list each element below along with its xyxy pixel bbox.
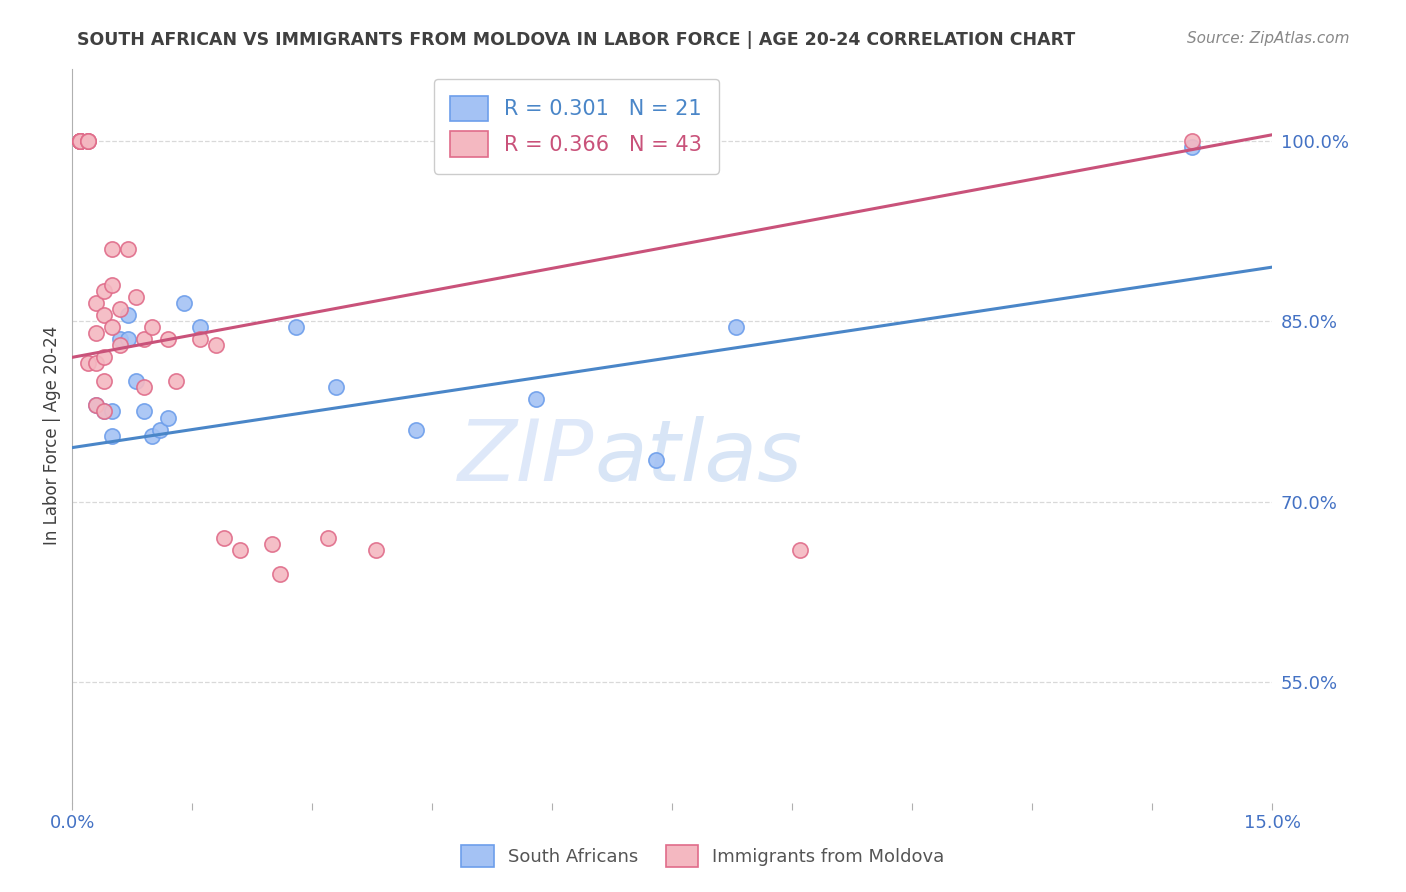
Legend: R = 0.301   N = 21, R = 0.366   N = 43: R = 0.301 N = 21, R = 0.366 N = 43 <box>433 78 718 174</box>
Point <box>165 375 187 389</box>
Point <box>69 134 91 148</box>
Point <box>84 399 107 413</box>
Text: ZIP: ZIP <box>458 416 595 500</box>
Point <box>1181 134 1204 148</box>
Point <box>141 428 163 442</box>
Point <box>134 332 156 346</box>
Point <box>325 380 347 394</box>
Point <box>188 320 211 334</box>
Point <box>93 308 115 322</box>
Point <box>77 356 100 370</box>
Point <box>110 302 132 317</box>
Point <box>205 338 228 352</box>
Point <box>262 537 284 551</box>
Text: Source: ZipAtlas.com: Source: ZipAtlas.com <box>1187 31 1350 46</box>
Point <box>69 134 91 148</box>
Point <box>134 380 156 394</box>
Point <box>645 452 668 467</box>
Point <box>93 351 115 365</box>
Point <box>69 134 91 148</box>
Point <box>405 423 427 437</box>
Legend: South Africans, Immigrants from Moldova: South Africans, Immigrants from Moldova <box>454 838 952 874</box>
Point <box>101 428 124 442</box>
Point <box>93 284 115 298</box>
Text: atlas: atlas <box>595 416 803 500</box>
Point <box>269 566 291 581</box>
Point <box>110 338 132 352</box>
Point <box>77 134 100 148</box>
Point <box>157 410 180 425</box>
Point <box>101 404 124 418</box>
Point <box>285 320 308 334</box>
Point <box>110 332 132 346</box>
Text: SOUTH AFRICAN VS IMMIGRANTS FROM MOLDOVA IN LABOR FORCE | AGE 20-24 CORRELATION : SOUTH AFRICAN VS IMMIGRANTS FROM MOLDOVA… <box>77 31 1076 49</box>
Point <box>141 320 163 334</box>
Point <box>93 404 115 418</box>
Point <box>69 134 91 148</box>
Point <box>77 134 100 148</box>
Point <box>157 332 180 346</box>
Point <box>125 375 148 389</box>
Point <box>77 134 100 148</box>
Point <box>789 542 811 557</box>
Point <box>69 134 91 148</box>
Point <box>134 404 156 418</box>
Point <box>229 542 252 557</box>
Point <box>84 356 107 370</box>
Point <box>93 404 115 418</box>
Point <box>69 134 91 148</box>
Point <box>316 531 339 545</box>
Point <box>101 242 124 256</box>
Point <box>1181 140 1204 154</box>
Point <box>93 375 115 389</box>
Point <box>214 531 236 545</box>
Y-axis label: In Labor Force | Age 20-24: In Labor Force | Age 20-24 <box>44 326 60 545</box>
Point <box>188 332 211 346</box>
Point <box>117 308 139 322</box>
Point <box>84 296 107 310</box>
Point <box>101 320 124 334</box>
Point <box>725 320 748 334</box>
Point <box>173 296 195 310</box>
Point <box>149 423 172 437</box>
Point <box>524 392 547 407</box>
Point <box>366 542 388 557</box>
Point <box>69 134 91 148</box>
Point <box>69 134 91 148</box>
Point <box>101 278 124 293</box>
Point <box>84 326 107 341</box>
Point <box>125 290 148 304</box>
Point <box>84 399 107 413</box>
Point <box>117 242 139 256</box>
Point <box>117 332 139 346</box>
